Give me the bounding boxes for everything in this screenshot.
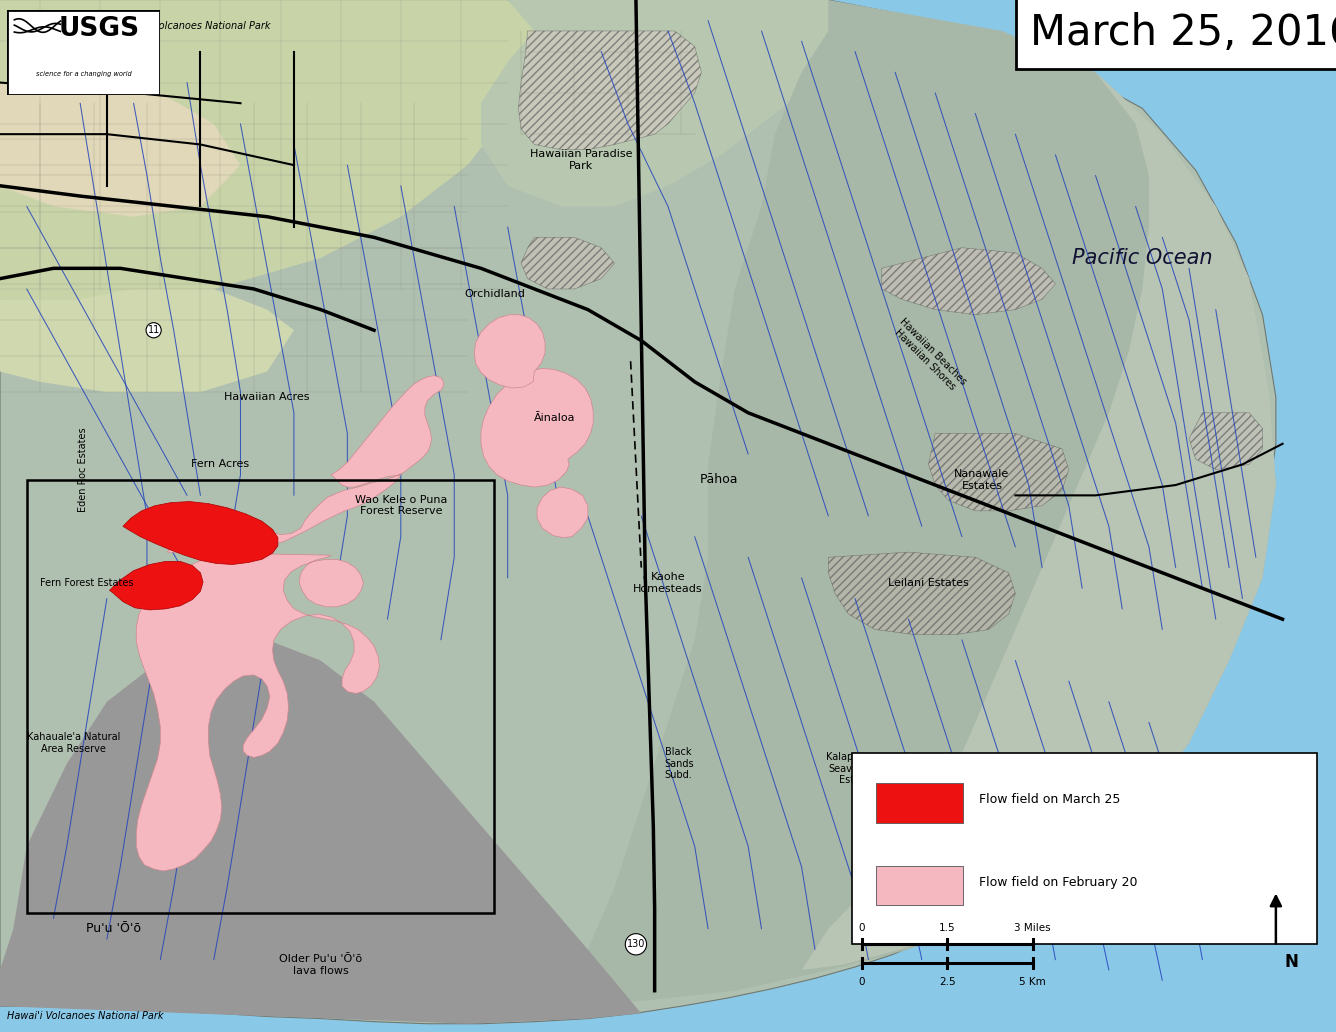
- Text: Kahauale'a Natural
Area Reserve: Kahauale'a Natural Area Reserve: [27, 733, 120, 753]
- Text: Older Pu'u 'Ō'ō
lava flows: Older Pu'u 'Ō'ō lava flows: [279, 955, 362, 975]
- Polygon shape: [802, 72, 1276, 970]
- Polygon shape: [828, 552, 1015, 635]
- Text: Pāhoa: Pāhoa: [700, 474, 739, 486]
- Bar: [876, 783, 963, 823]
- Text: 3 Miles: 3 Miles: [1014, 923, 1051, 933]
- Text: Kaohe
Homesteads: Kaohe Homesteads: [633, 573, 703, 593]
- Bar: [27, 480, 494, 913]
- Text: Hawaiian Acres: Hawaiian Acres: [224, 392, 310, 402]
- Bar: [852, 753, 1317, 944]
- Text: 5 Km: 5 Km: [1019, 977, 1046, 988]
- Text: March 25, 2016: March 25, 2016: [1030, 12, 1336, 54]
- Text: Leilani Estates: Leilani Estates: [888, 578, 969, 588]
- Polygon shape: [110, 561, 203, 610]
- Text: Nanawale
Estates: Nanawale Estates: [954, 470, 1010, 490]
- Polygon shape: [537, 487, 588, 538]
- Text: 2.5: 2.5: [939, 977, 955, 988]
- Text: 130: 130: [627, 939, 645, 949]
- Polygon shape: [123, 502, 278, 565]
- Polygon shape: [0, 0, 1276, 1024]
- Text: Black
Sands
Subd.: Black Sands Subd.: [664, 747, 693, 780]
- Text: USGS: USGS: [59, 15, 139, 42]
- Polygon shape: [518, 31, 701, 150]
- Bar: [876, 866, 963, 905]
- Text: Hawaiian Beaches
Hawaiian Shores: Hawaiian Beaches Hawaiian Shores: [890, 317, 967, 395]
- Text: Kalapana
Seaview
Est.: Kalapana Seaview Est.: [826, 752, 871, 785]
- Polygon shape: [1189, 413, 1263, 470]
- Text: science for a changing world: science for a changing world: [36, 71, 131, 76]
- Text: Āinaloa: Āinaloa: [533, 413, 576, 423]
- Polygon shape: [882, 248, 1055, 315]
- Text: Eden Roc Estates: Eden Roc Estates: [77, 427, 88, 512]
- Polygon shape: [521, 237, 615, 289]
- Polygon shape: [0, 640, 641, 1024]
- Text: Flow field on February 20: Flow field on February 20: [979, 876, 1138, 889]
- Text: Wao Kele o Puna
Forest Reserve: Wao Kele o Puna Forest Reserve: [354, 495, 448, 516]
- Polygon shape: [136, 376, 444, 871]
- Text: 0: 0: [859, 923, 864, 933]
- Polygon shape: [481, 0, 868, 206]
- Text: Fern Acres: Fern Acres: [191, 459, 250, 470]
- Text: Fern Forest Estates: Fern Forest Estates: [40, 578, 134, 588]
- Polygon shape: [0, 83, 240, 217]
- Text: 0: 0: [859, 977, 864, 988]
- Text: Orchidland: Orchidland: [464, 289, 525, 299]
- Text: 11: 11: [147, 325, 160, 335]
- Polygon shape: [561, 0, 1276, 1001]
- Text: Pacific Ocean: Pacific Ocean: [1071, 248, 1213, 268]
- Text: Flow field on March 25: Flow field on March 25: [979, 794, 1121, 806]
- Polygon shape: [474, 315, 545, 388]
- Polygon shape: [0, 289, 294, 392]
- Polygon shape: [0, 0, 561, 299]
- Text: Hawai'i Volcanoes National Park: Hawai'i Volcanoes National Park: [7, 1010, 163, 1021]
- Text: Hawaiian Paradise
Park: Hawaiian Paradise Park: [530, 150, 632, 170]
- Polygon shape: [481, 368, 593, 487]
- Polygon shape: [929, 433, 1069, 511]
- Text: Pu'u 'Ō'ō: Pu'u 'Ō'ō: [86, 923, 142, 935]
- Text: Hawai'i Volcanoes National Park: Hawai'i Volcanoes National Park: [114, 21, 270, 31]
- Text: N: N: [1285, 953, 1299, 970]
- Text: 1.5: 1.5: [939, 923, 955, 933]
